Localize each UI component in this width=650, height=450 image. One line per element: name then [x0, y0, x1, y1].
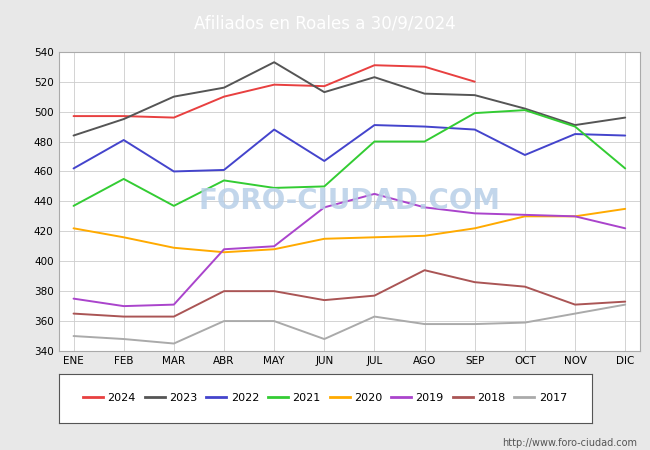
Text: FORO-CIUDAD.COM: FORO-CIUDAD.COM — [198, 187, 500, 216]
Text: http://www.foro-ciudad.com: http://www.foro-ciudad.com — [502, 438, 637, 448]
Text: Afiliados en Roales a 30/9/2024: Afiliados en Roales a 30/9/2024 — [194, 14, 456, 33]
Legend: 2024, 2023, 2022, 2021, 2020, 2019, 2018, 2017: 2024, 2023, 2022, 2021, 2020, 2019, 2018… — [83, 393, 567, 403]
